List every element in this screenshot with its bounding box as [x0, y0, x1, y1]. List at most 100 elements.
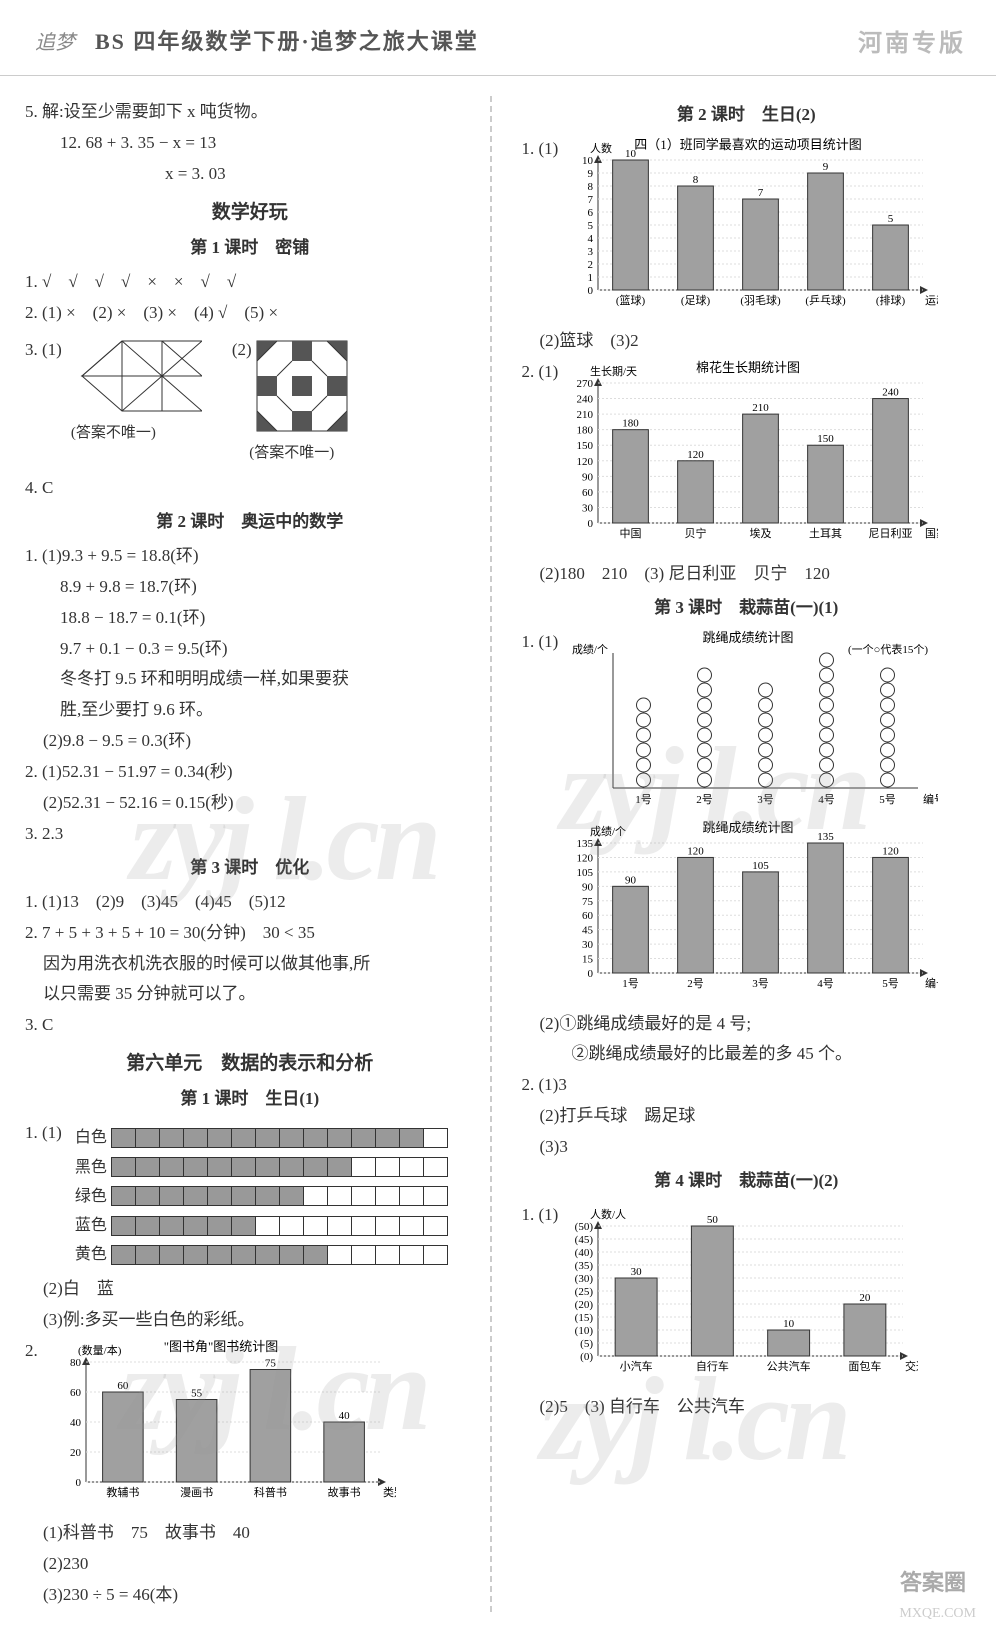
svg-text:3号: 3号 — [758, 793, 775, 806]
svg-text:7: 7 — [758, 187, 764, 199]
svg-text:75: 75 — [582, 895, 594, 907]
l2q1d: 9.7 + 0.1 − 0.3 = 9.5(环) — [25, 635, 475, 664]
r-lesson4-title: 第 4 课时 栽蒜苗(一)(2) — [522, 1167, 972, 1196]
octagon-pattern-icon — [252, 336, 352, 436]
r3-q2-3: (3)3 — [522, 1133, 972, 1162]
shape-2: (2) — [232, 336, 352, 467]
l2q2b: (2)52.31 − 52.16 = 0.15(秒) — [25, 789, 475, 818]
r-q1-2: (2)篮球 (3)2 — [522, 327, 972, 356]
svg-text:(5): (5) — [581, 1338, 594, 1350]
page: zyj l.cn zyj l.cn zyj l.cn zyj l.cn 追梦 B… — [0, 0, 996, 1632]
u6-q1-2: (2)白 蓝 — [25, 1275, 475, 1304]
shape2-caption: (答案不唯一) — [232, 441, 352, 467]
svg-text:120: 120 — [577, 852, 594, 864]
svg-text:(数量/本): (数量/本) — [78, 1343, 122, 1357]
svg-text:45: 45 — [582, 924, 594, 936]
svg-text:240: 240 — [883, 386, 900, 398]
l2q1f: 胜,至少要打 9.6 环。 — [25, 696, 475, 725]
svg-text:135: 135 — [577, 838, 594, 850]
svg-text:类别: 类别 — [383, 1485, 396, 1499]
l2q3: 3. 2.3 — [25, 820, 475, 849]
svg-text:30: 30 — [582, 502, 594, 514]
vehicle-chart: (0)(5)(10)(15)(20)(25)(30)(35)(40)(45)(5… — [558, 1201, 918, 1391]
svg-text:120: 120 — [577, 456, 594, 468]
svg-text:20: 20 — [70, 1447, 82, 1459]
svg-text:(35): (35) — [575, 1260, 594, 1272]
svg-text:4: 4 — [588, 233, 594, 245]
svg-text:四（1）班同学最喜欢的运动项目统计图: 四（1）班同学最喜欢的运动项目统计图 — [635, 137, 863, 152]
l2q1c: 18.8 − 18.7 = 0.1(环) — [25, 604, 475, 633]
cotton-chart: 棉花生长期统计图0306090120150180210240270生长期/天18… — [558, 358, 938, 558]
r3-q2-1: 2. (1)3 — [522, 1071, 972, 1100]
svg-text:科普书: 科普书 — [254, 1485, 287, 1499]
page-header: 追梦 BS 四年级数学下册·追梦之旅大课堂 河南专版 — [0, 0, 996, 76]
l2q2a: 2. (1)52.31 − 51.97 = 0.34(秒) — [25, 758, 475, 787]
shape1-caption: (答案不唯一) — [25, 421, 202, 447]
svg-text:0: 0 — [588, 285, 594, 297]
svg-text:180: 180 — [577, 424, 594, 436]
svg-text:210: 210 — [577, 409, 594, 421]
svg-text:(50): (50) — [575, 1221, 594, 1233]
u6-q2-2: (2)230 — [25, 1550, 475, 1579]
svg-text:"图书角"图书统计图: "图书角"图书统计图 — [163, 1339, 278, 1354]
svg-text:编号: 编号 — [923, 792, 938, 806]
svg-text:成绩/个: 成绩/个 — [572, 643, 608, 656]
corner-badge: 答案圈 — [900, 1565, 966, 1597]
strip-chart: 白色黑色绿色蓝色黄色 — [62, 1122, 448, 1270]
svg-text:60: 60 — [70, 1387, 82, 1399]
svg-text:135: 135 — [818, 831, 835, 843]
l3q2c: 以只需要 35 分钟就可以了。 — [25, 980, 475, 1009]
svg-text:(15): (15) — [575, 1312, 594, 1324]
u6-q1-3: (3)例:多买一些白色的彩纸。 — [25, 1306, 475, 1335]
l2q1b: 8.9 + 9.8 = 18.7(环) — [25, 573, 475, 602]
svg-text:(30): (30) — [575, 1273, 594, 1285]
r3-q2-2: (2)打乒乓球 踢足球 — [522, 1102, 972, 1131]
svg-text:运动项目: 运动项目 — [925, 294, 938, 307]
svg-text:1号: 1号 — [623, 977, 640, 990]
svg-text:30: 30 — [631, 1266, 643, 1278]
svg-text:教辅书: 教辅书 — [106, 1485, 139, 1499]
svg-text:120: 120 — [883, 845, 900, 857]
svg-text:自行车: 自行车 — [696, 1359, 729, 1373]
svg-text:8: 8 — [693, 174, 699, 186]
svg-text:尼日利亚: 尼日利亚 — [869, 527, 913, 540]
svg-text:120: 120 — [688, 449, 705, 461]
svg-text:棉花生长期统计图: 棉花生长期统计图 — [696, 360, 800, 375]
svg-text:9: 9 — [588, 168, 594, 180]
svg-text:150: 150 — [818, 433, 835, 445]
svg-text:90: 90 — [625, 874, 637, 886]
svg-text:105: 105 — [577, 866, 594, 878]
svg-text:土耳其: 土耳其 — [809, 527, 842, 540]
svg-text:55: 55 — [191, 1388, 203, 1400]
l2q1g: (2)9.8 − 9.5 = 0.3(环) — [25, 727, 475, 756]
u6-lesson1: 第 1 课时 生日(1) — [25, 1085, 475, 1114]
svg-text:故事书: 故事书 — [327, 1485, 360, 1499]
svg-text:4号: 4号 — [819, 793, 836, 806]
lesson1-title: 第 1 课时 密铺 — [25, 234, 475, 263]
svg-text:90: 90 — [582, 471, 594, 483]
jump-dot-chart: 跳绳成绩统计图成绩/个(一个○代表15个)1号2号3号4号5号编号 — [558, 628, 971, 818]
svg-text:40: 40 — [70, 1417, 82, 1429]
svg-text:0: 0 — [75, 1477, 81, 1489]
svg-text:270: 270 — [577, 378, 594, 390]
jump-bar-chart: 跳绳成绩统计图0153045607590105120135成绩/个901号120… — [558, 818, 971, 1008]
svg-text:(一个○代表15个): (一个○代表15个) — [848, 642, 928, 656]
rhombus-pattern-icon — [62, 336, 202, 416]
books-chart: "图书角"图书统计图020406080(数量/本)60教辅书55漫画书75科普书… — [46, 1337, 396, 1517]
svg-text:贝宁: 贝宁 — [685, 526, 707, 540]
svg-text:国家: 国家 — [925, 526, 938, 540]
svg-text:0: 0 — [588, 518, 594, 530]
svg-text:10: 10 — [582, 155, 594, 167]
svg-text:生长期/天: 生长期/天 — [590, 364, 637, 378]
svg-text:80: 80 — [70, 1357, 82, 1369]
svg-text:0: 0 — [588, 968, 594, 980]
svg-text:10: 10 — [783, 1318, 795, 1330]
header-edition: 河南专版 — [858, 23, 966, 58]
svg-text:(乒乓球): (乒乓球) — [806, 293, 847, 307]
svg-text:7: 7 — [588, 194, 594, 206]
svg-text:交通工具: 交通工具 — [905, 1359, 918, 1373]
svg-text:9: 9 — [823, 161, 829, 173]
r3-q1-2a: (2)①跳绳成绩最好的是 4 号; — [522, 1010, 972, 1039]
svg-text:180: 180 — [623, 417, 640, 429]
l3q2b: 因为用洗衣机洗衣服的时候可以做其他事,所 — [25, 950, 475, 979]
